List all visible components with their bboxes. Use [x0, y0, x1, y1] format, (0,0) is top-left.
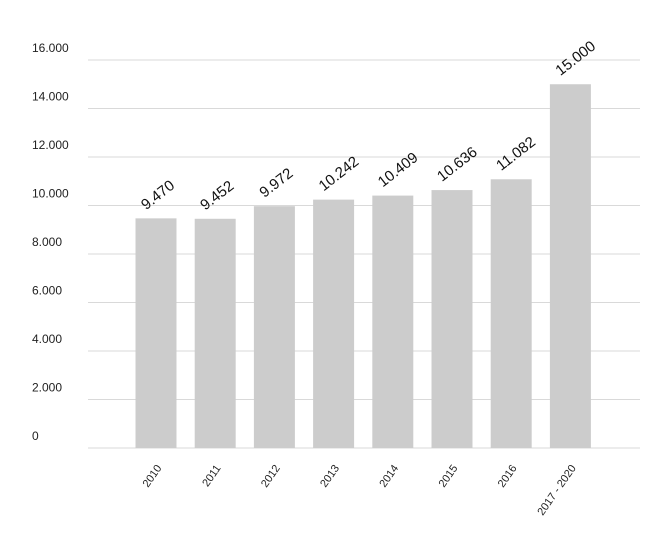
x-tick-label: 2013: [318, 463, 342, 490]
data-label: 15.000: [552, 38, 599, 80]
y-tick-label: 4.000: [32, 332, 62, 346]
bar: [135, 218, 177, 448]
bar: [313, 199, 355, 448]
bar: [194, 218, 236, 448]
y-tick-label: 2.000: [32, 381, 62, 395]
x-tick-label: 2011: [200, 463, 223, 489]
bar: [431, 190, 473, 448]
data-label: 9.972: [256, 165, 296, 202]
y-tick-label: 14.000: [32, 90, 69, 104]
data-label: 10.409: [375, 149, 422, 191]
data-label: 10.242: [316, 153, 363, 195]
y-tick-label: 16.000: [32, 41, 69, 55]
y-tick-label: 6.000: [32, 284, 62, 298]
bar: [372, 195, 414, 448]
y-tick-label: 8.000: [32, 235, 62, 249]
data-label: 9.470: [138, 177, 178, 214]
y-tick-label: 10.000: [32, 187, 69, 201]
data-label: 9.452: [197, 177, 237, 214]
x-tick-label: 2017 - 2020: [535, 463, 579, 518]
bar: [253, 206, 295, 448]
bar: [549, 84, 591, 448]
y-tick-label: 0: [32, 429, 39, 443]
data-label: 10.636: [434, 144, 481, 186]
x-axis-ticks: 2010 2011 2012 2013 2014 2015 2016 2017 - 2020: [141, 463, 579, 518]
bars: [135, 84, 591, 448]
bar: [490, 179, 532, 448]
x-tick-label: 2016: [496, 463, 520, 490]
x-tick-label: 2015: [437, 463, 461, 490]
y-tick-label: 12.000: [32, 138, 69, 152]
gridlines: [88, 59, 640, 449]
x-tick-label: 2010: [141, 463, 165, 490]
x-tick-label: 2014: [377, 463, 401, 490]
x-tick-label: 2012: [259, 463, 283, 490]
data-label: 11.082: [493, 133, 539, 174]
y-axis-ticks: 0 2.000 4.000 6.000 8.000 10.000 12.000 14.000 1…: [32, 41, 69, 443]
